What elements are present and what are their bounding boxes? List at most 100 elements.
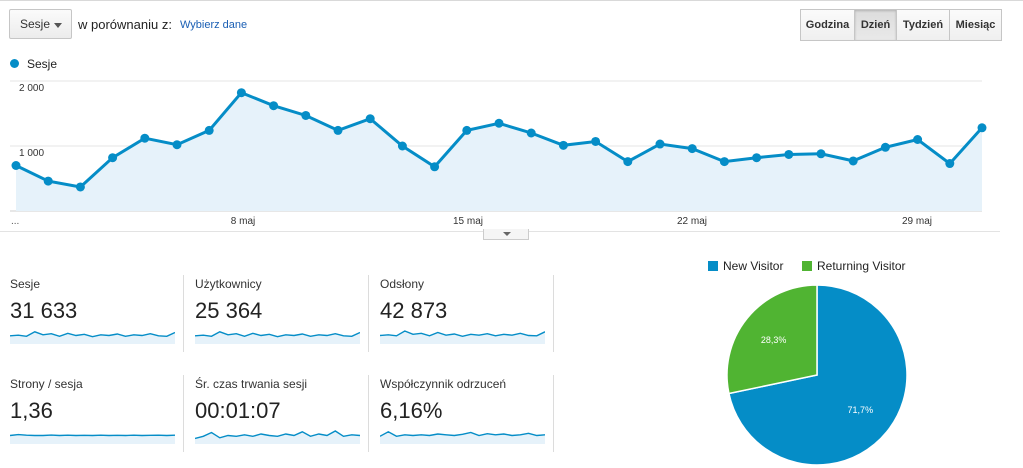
top-border (0, 0, 1023, 1)
data-point[interactable] (269, 101, 279, 111)
metric-value: 42 873 (380, 298, 448, 323)
metric-value: 00:01:07 (195, 398, 281, 423)
metric-name: Użytkownicy (195, 277, 262, 291)
x-tick-label: 15 maj (452, 216, 484, 227)
series-legend-dot (10, 59, 19, 68)
data-point[interactable] (365, 114, 375, 124)
data-point[interactable] (172, 140, 182, 150)
legend-swatch (708, 261, 718, 271)
data-point[interactable] (43, 176, 53, 186)
compare-label: w porównaniu z: (78, 17, 172, 32)
data-point[interactable] (397, 141, 407, 151)
data-point[interactable] (655, 139, 665, 149)
metric-sparkline (195, 331, 360, 344)
metric-select-value: Sesje (20, 17, 51, 31)
collapse-chart-toggle[interactable] (483, 229, 529, 240)
granularity-switch: Godzina Dzień Tydzień Miesiąc (800, 9, 1002, 41)
sparkline-line (380, 431, 545, 438)
metric-sessions[interactable]: Sesje 31 633 (0, 274, 175, 354)
metric-sparkline (380, 330, 545, 344)
sparkline-area (380, 331, 545, 344)
metric-select[interactable]: Sesje (9, 9, 72, 39)
metric-divider (368, 375, 369, 452)
metric-pages-per-session[interactable]: Strony / sesja 1,36 (0, 374, 175, 454)
metric-users[interactable]: Użytkownicy 25 364 (185, 274, 360, 354)
sparkline-line (195, 331, 360, 338)
metric-avg-session-duration[interactable]: Śr. czas trwania sesji 00:01:07 (185, 374, 360, 454)
data-point[interactable] (784, 149, 794, 159)
data-point[interactable] (75, 182, 85, 192)
data-point[interactable] (494, 118, 504, 128)
chevron-down-icon (54, 23, 62, 28)
data-point[interactable] (108, 153, 118, 163)
data-point[interactable] (526, 128, 536, 138)
data-point[interactable] (752, 153, 762, 163)
data-point[interactable] (719, 157, 729, 167)
sparkline-line (195, 430, 360, 440)
select-metric-link[interactable]: Wybierz dane (180, 19, 248, 31)
metric-divider (368, 275, 369, 352)
metric-sparkline (195, 430, 360, 444)
data-point[interactable] (880, 142, 890, 152)
data-point[interactable] (558, 140, 568, 150)
sparkline-area (10, 434, 175, 444)
visitor-type-pie-chart[interactable]: 71,7% 28,3% (718, 281, 918, 468)
pie-legend-new-visitor[interactable]: New Visitor (708, 259, 783, 273)
data-point[interactable] (977, 123, 987, 133)
granularity-week-button[interactable]: Tydzień (896, 9, 950, 41)
metric-name: Strony / sesja (10, 377, 83, 391)
data-point[interactable] (11, 161, 21, 170)
granularity-hour-button[interactable]: Godzina (800, 9, 855, 41)
y-tick-label: 1 000 (19, 148, 45, 159)
x-tick-label: 22 maj (676, 216, 708, 227)
sparkline-line (380, 330, 545, 338)
metric-pageviews[interactable]: Odsłony 42 873 (370, 274, 545, 354)
metric-value: 1,36 (10, 398, 53, 423)
metric-divider (553, 375, 554, 452)
data-point[interactable] (236, 88, 246, 98)
x-tick-label: ... (11, 216, 20, 227)
metric-value: 6,16% (380, 398, 443, 423)
data-point[interactable] (591, 136, 601, 146)
sessions-line-chart[interactable] (0, 70, 1000, 220)
pie-slice-returning-visitor[interactable] (726, 284, 818, 395)
legend-label: New Visitor (723, 259, 784, 273)
data-point[interactable] (623, 157, 633, 167)
granularity-month-button[interactable]: Miesiąc (949, 9, 1002, 41)
series-area (16, 92, 982, 211)
legend-swatch (802, 261, 812, 271)
metric-divider (183, 375, 184, 452)
data-point[interactable] (462, 125, 472, 135)
pie-legend-returning-visitor[interactable]: Returning Visitor (802, 259, 906, 273)
metric-sparkline (10, 433, 175, 444)
series-legend-label: Sesje (27, 57, 58, 71)
metric-name: Odsłony (380, 277, 425, 291)
metric-value: 31 633 (10, 298, 78, 323)
data-point[interactable] (204, 125, 214, 135)
y-tick-label: 2 000 (19, 83, 45, 94)
data-point[interactable] (430, 162, 440, 172)
data-point[interactable] (140, 133, 150, 143)
data-point[interactable] (687, 144, 697, 154)
data-point[interactable] (333, 125, 343, 135)
data-point[interactable] (301, 110, 311, 120)
data-point[interactable] (848, 156, 858, 166)
sparkline-line (10, 433, 175, 437)
x-tick-label: 29 maj (901, 216, 933, 227)
sparkline-line (10, 331, 175, 338)
pie-slice-new-visitor[interactable] (728, 284, 908, 466)
metric-name: Sesje (10, 277, 41, 291)
granularity-day-button[interactable]: Dzień (854, 9, 897, 41)
data-point[interactable] (913, 135, 923, 144)
metric-sparkline (380, 431, 545, 444)
metric-name: Współczynnik odrzuceń (380, 377, 507, 391)
legend-label: Returning Visitor (817, 259, 906, 273)
metric-value: 25 364 (195, 298, 263, 323)
data-point[interactable] (816, 149, 826, 159)
metric-name: Śr. czas trwania sesji (195, 377, 308, 391)
metric-bounce-rate[interactable]: Współczynnik odrzuceń 6,16% (370, 374, 545, 454)
pie-slice-label: 28,3% (761, 335, 787, 345)
metric-sparkline (10, 331, 175, 344)
metric-divider (183, 275, 184, 352)
data-point[interactable] (945, 159, 955, 169)
